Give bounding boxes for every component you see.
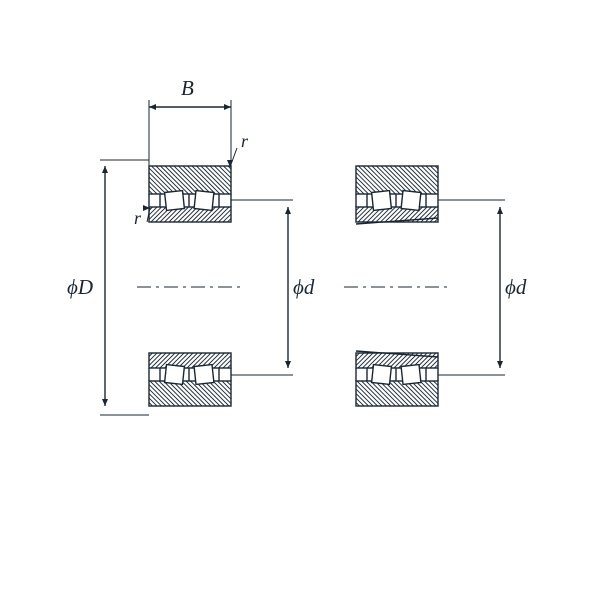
label-phid-right: ϕd [505, 275, 526, 300]
bearing-diagram [0, 0, 600, 600]
label-phiD: ϕD [67, 275, 93, 300]
label-B: B [181, 76, 194, 101]
label-phid-inner: ϕd [293, 275, 314, 300]
label-r-left: r [134, 208, 141, 229]
label-r-top: r [241, 131, 248, 152]
